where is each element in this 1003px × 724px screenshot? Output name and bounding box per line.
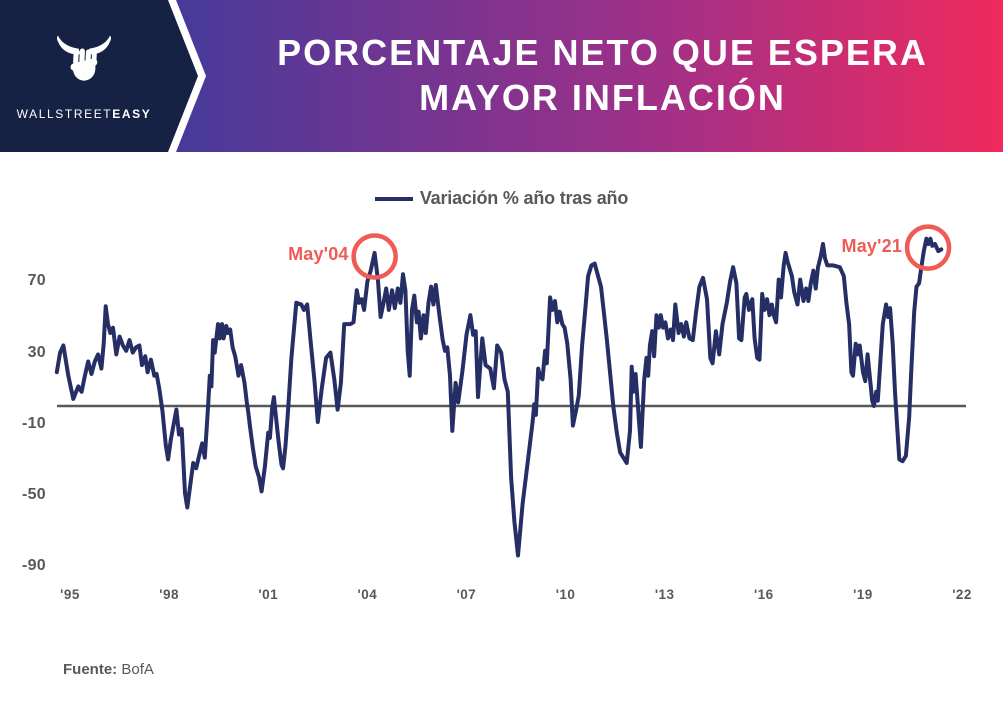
- page-title-line1: PORCENTAJE NETO QUE ESPERA: [277, 32, 928, 74]
- brand-wordmark-bold: EASY: [112, 106, 152, 121]
- annotation-label-may04: May'04: [288, 244, 349, 265]
- legend-label: Variación % año tras año: [419, 188, 629, 208]
- x-tick-2004: '04: [357, 587, 378, 602]
- x-tick-2016: '16: [753, 587, 774, 602]
- brand-wordmark-regular: WALLSTREET: [16, 106, 113, 121]
- y-tick--10: -10: [21, 414, 46, 432]
- annotation-rings: [351, 224, 952, 280]
- x-tick-2001: '01: [258, 587, 279, 602]
- y-tick-70: 70: [27, 272, 46, 290]
- x-tick-1995: '95: [60, 587, 80, 602]
- x-tick-2007: '07: [456, 587, 477, 602]
- page-title: PORCENTAJE NETO QUE ESPERA MAYOR INFLACI…: [251, 31, 928, 120]
- brand-wordmark: WALLSTREETEASY: [17, 107, 152, 121]
- legend: Variación % año tras año: [0, 188, 1003, 209]
- x-tick-2022: '22: [952, 587, 972, 602]
- bull-fist-icon: [43, 32, 125, 103]
- annotation-ring-may04: [351, 233, 398, 280]
- brand-panel: WALLSTREETEASY: [0, 0, 198, 152]
- annotation-label-may21: May'21: [841, 235, 903, 256]
- x-tick-2013: '13: [654, 587, 675, 602]
- legend-line-swatch: [374, 196, 413, 201]
- page-title-line2: MAYOR INFLACIÓN: [419, 77, 786, 118]
- source-value: BofA: [121, 661, 154, 678]
- x-tick-1998: '98: [159, 587, 179, 602]
- y-tick--50: -50: [21, 486, 46, 503]
- source-label: Fuente:: [63, 661, 118, 678]
- source-note: Fuente: BofA: [63, 661, 154, 678]
- x-tick-2019: '19: [853, 587, 873, 602]
- header-banner: PORCENTAJE NETO QUE ESPERA MAYOR INFLACI…: [176, 0, 1003, 152]
- header: PORCENTAJE NETO QUE ESPERA MAYOR INFLACI…: [0, 0, 1003, 152]
- series-line: [54, 236, 944, 558]
- x-tick-2010: '10: [555, 587, 576, 602]
- y-tick-30: 30: [27, 343, 46, 361]
- annotation-ring-may21: [904, 224, 952, 271]
- y-tick--90: -90: [21, 557, 46, 575]
